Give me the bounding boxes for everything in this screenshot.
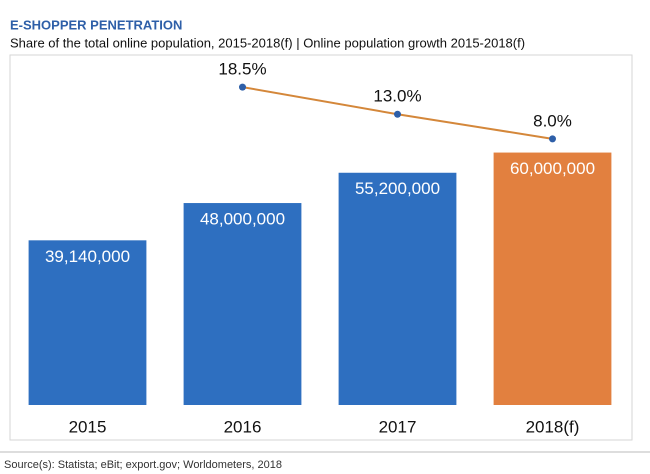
bar-value-label: 60,000,000: [510, 159, 595, 178]
bar: [338, 172, 457, 405]
bar-value-label: 48,000,000: [200, 210, 285, 229]
x-tick-label: 2016: [224, 417, 262, 436]
line-marker: [239, 83, 246, 91]
bar: [183, 203, 302, 405]
line-value-label: 8.0%: [533, 111, 572, 130]
x-tick-label: 2015: [69, 417, 107, 436]
x-tick-label: 2017: [379, 417, 417, 436]
bar: [493, 152, 612, 405]
bar-value-label: 39,140,000: [45, 247, 130, 266]
line-marker: [394, 110, 401, 118]
chart-title: E-SHOPPER PENETRATION: [10, 17, 182, 32]
bar: [28, 240, 147, 405]
chart-subtitle: Share of the total online population, 20…: [10, 35, 525, 50]
bar-value-label: 55,200,000: [355, 179, 440, 198]
source: Source(s): Statista; eBit; export.gov; W…: [4, 459, 282, 471]
line-marker: [549, 135, 556, 143]
line-value-label: 13.0%: [373, 87, 421, 106]
x-tick-label: 2018(f): [526, 417, 580, 436]
line-value-label: 18.5%: [218, 60, 266, 79]
